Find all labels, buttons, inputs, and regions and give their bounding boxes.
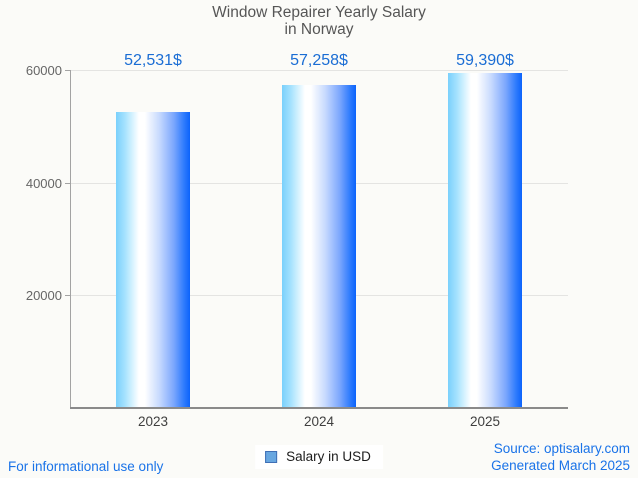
bar-value-label-2023: 52,531$ — [124, 52, 182, 69]
chart-title-line2: in Norway — [284, 21, 354, 38]
x-axis-label-2024: 2024 — [303, 414, 335, 429]
bar-value-label-2024: 57,258$ — [290, 52, 348, 69]
disclaimer-text: For informational use only — [8, 459, 164, 474]
bar-value-label-2025: 59,390$ — [456, 52, 514, 69]
bar-2025[interactable] — [448, 73, 522, 408]
legend-square-icon — [265, 450, 278, 463]
x-axis-label-2023: 2023 — [137, 414, 169, 429]
y-axis-tick — [65, 295, 70, 297]
y-axis-tick-label: 20000 — [25, 288, 62, 304]
source-attribution: Source: optisalary.com Generated March 2… — [491, 440, 630, 474]
y-axis-tick-label: 60000 — [25, 63, 62, 78]
x-axis-baseline — [70, 407, 568, 409]
bar-2024[interactable] — [282, 85, 356, 408]
chart-title-line1: Window Repairer Yearly Salary — [212, 4, 426, 21]
y-axis-tick-label: 40000 — [25, 175, 62, 191]
legend: Salary in USD — [255, 445, 383, 469]
chart-title: Window Repairer Yearly Salary in Norway — [0, 4, 638, 38]
source-link[interactable]: Source: optisalary.com — [493, 441, 630, 456]
bar-2023[interactable] — [116, 112, 190, 408]
y-axis-tick — [65, 182, 70, 184]
gridline — [70, 70, 568, 71]
x-axis-label-2025: 2025 — [469, 414, 501, 429]
legend-label: Salary in USD — [286, 449, 371, 464]
generated-date: Generated March 2025 — [491, 458, 630, 473]
plot-area — [65, 70, 568, 408]
y-axis-tick — [65, 70, 70, 71]
y-axis-line — [70, 70, 71, 408]
